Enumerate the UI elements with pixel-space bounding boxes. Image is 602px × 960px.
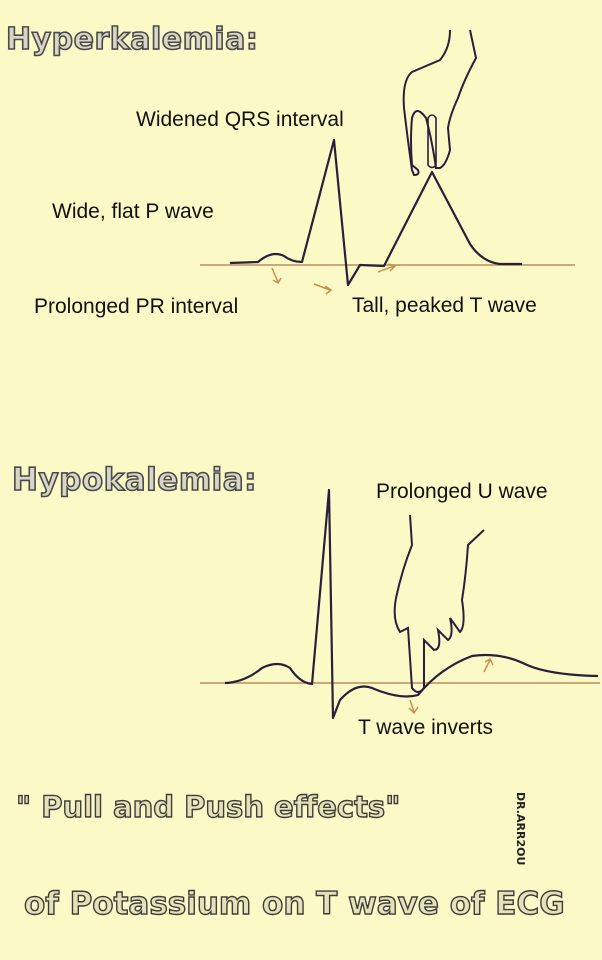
label-prolonged-u-wave: Prolonged U wave (376, 480, 548, 503)
hypo-ecg-trace (224, 488, 599, 720)
hypo-hand-icon (393, 514, 485, 693)
hyperkalemia-title: Hyperkalemia: (5, 21, 259, 58)
hyper-arrow-p (271, 267, 282, 285)
hyper-finger-icon (427, 114, 437, 169)
hyper-ecg-trace (229, 138, 522, 287)
label-tall-t-wave: Tall, peaked T wave (352, 294, 537, 317)
footer-line-2: of Potassium on T wave of ECG (23, 885, 565, 922)
hypokalemia-title: Hypokalemia: (11, 461, 258, 499)
hypo-arrow-t (408, 699, 419, 715)
label-pr-interval: Prolonged PR interval (34, 295, 239, 318)
footer-line-1: " Pull and Push effects" (15, 789, 401, 824)
label-widened-qrs: Widened QRS interval (136, 108, 344, 131)
hyper-arrow-t (377, 263, 397, 273)
author-credit: DR.ARR2OU (513, 792, 527, 866)
label-t-wave-inverts: T wave inverts (358, 716, 493, 739)
hypo-arrow-u (483, 657, 494, 673)
label-p-wave: Wide, flat P wave (52, 200, 214, 223)
hyper-hand-icon (402, 29, 478, 177)
hyper-arrow-pr (313, 283, 333, 295)
